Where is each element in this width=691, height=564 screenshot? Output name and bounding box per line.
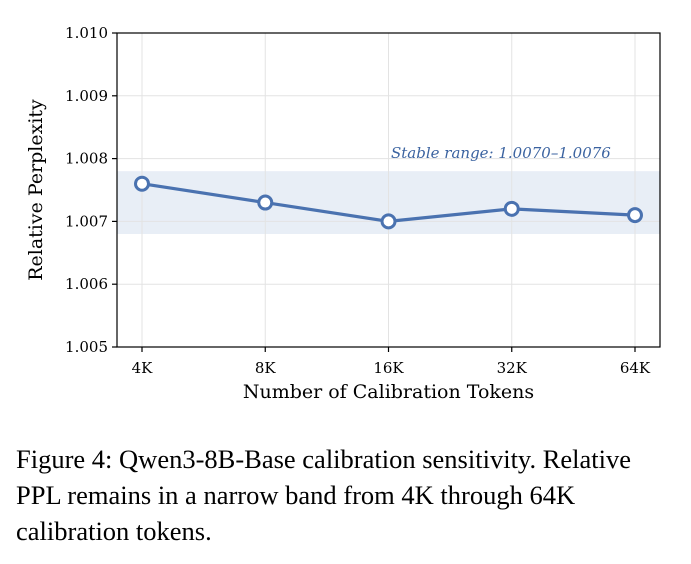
figure-caption: Figure 4: Qwen3-8B-Base calibration sens… xyxy=(16,444,632,546)
data-points xyxy=(134,175,643,230)
x-tick-label: 64K xyxy=(620,359,651,377)
x-tick-label: 4K xyxy=(132,359,154,377)
y-tick-label: 1.008 xyxy=(65,150,108,168)
chart: 1.005 1.006 1.007 1.008 1.009 1.010 4K 8K 16K 32… xyxy=(25,24,661,403)
y-tick-label: 1.010 xyxy=(65,24,108,42)
y-tick-label: 1.005 xyxy=(65,338,108,356)
data-point xyxy=(627,207,643,224)
x-axis-label: Number of Calibration Tokens xyxy=(243,381,534,403)
x-axis: 4K 8K 16K 32K 64K xyxy=(132,347,651,377)
data-point xyxy=(380,213,397,230)
x-tick-label: 32K xyxy=(497,359,528,377)
x-tick-label: 8K xyxy=(255,359,277,377)
y-tick-label: 1.007 xyxy=(65,212,108,230)
y-axis-label: Relative Perplexity xyxy=(25,99,47,281)
x-tick-label: 16K xyxy=(373,359,404,377)
stable-range-annotation: Stable range: 1.0070–1.0076 xyxy=(391,144,611,162)
y-tick-label: 1.006 xyxy=(65,275,108,293)
y-tick-label: 1.009 xyxy=(65,87,108,105)
y-axis: 1.005 1.006 1.007 1.008 1.009 1.010 xyxy=(65,24,117,356)
data-point xyxy=(134,175,150,192)
data-point xyxy=(257,194,274,211)
data-point xyxy=(503,200,520,217)
